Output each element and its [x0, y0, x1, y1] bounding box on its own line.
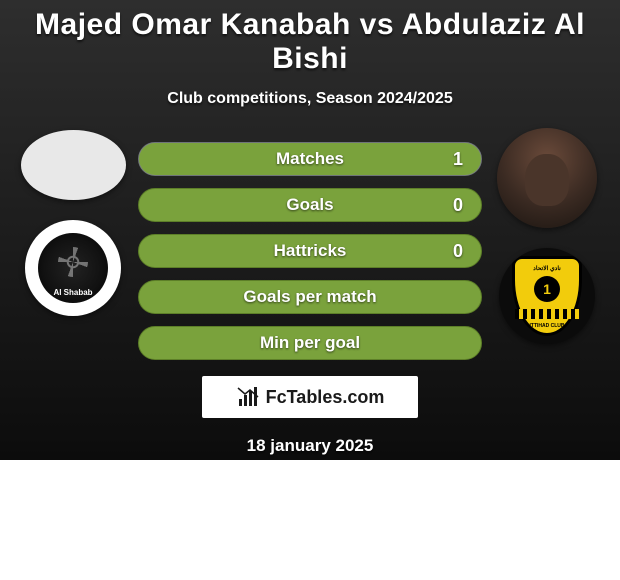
club-logo-right-label-ar: نادي الاتحاد: [533, 265, 561, 272]
club-ball-icon: 1: [534, 276, 560, 302]
stat-label: Matches: [139, 149, 481, 169]
right-column: نادي الاتحاد 1 ITTIHAD CLUB: [482, 142, 612, 344]
stat-label: Hattricks: [139, 241, 481, 261]
stat-value-right: 0: [453, 235, 463, 267]
comparison-body: Al Shabab Matches1Goals0Hattricks0Goals …: [0, 142, 620, 360]
stat-pill: Hattricks0: [138, 234, 482, 268]
left-column: Al Shabab: [8, 142, 138, 316]
watermark: FcTables.com: [202, 376, 418, 418]
stat-pill: Min per goal: [138, 326, 482, 360]
comparison-card: Majed Omar Kanabah vs Abdulaziz Al Bishi…: [0, 0, 620, 460]
stat-label: Goals per match: [139, 287, 481, 307]
stat-value-right: 1: [453, 143, 463, 175]
player-photo-left: [21, 130, 126, 200]
player-photo-right: [497, 128, 597, 228]
stat-pill: Goals0: [138, 188, 482, 222]
club-logo-left-label: Al Shabab: [38, 233, 108, 303]
page-subtitle: Club competitions, Season 2024/2025: [0, 90, 620, 108]
club-logo-right: نادي الاتحاد 1 ITTIHAD CLUB: [499, 248, 595, 344]
club-stripes: [515, 309, 579, 319]
stat-pill: Matches1: [138, 142, 482, 176]
page-title: Majed Omar Kanabah vs Abdulaziz Al Bishi: [0, 0, 620, 76]
stat-value-right: 0: [453, 189, 463, 221]
club-logo-left: Al Shabab: [25, 220, 121, 316]
stat-pill-list: Matches1Goals0Hattricks0Goals per matchM…: [138, 142, 482, 360]
watermark-text: FcTables.com: [266, 387, 385, 408]
club-logo-right-label-en: ITTIHAD CLUB: [530, 323, 565, 329]
date-label: 18 january 2025: [0, 436, 620, 456]
bar-chart-icon: [236, 385, 260, 409]
stat-label: Goals: [139, 195, 481, 215]
club-shield: نادي الاتحاد 1 ITTIHAD CLUB: [512, 256, 582, 336]
stat-label: Min per goal: [139, 333, 481, 353]
stat-pill: Goals per match: [138, 280, 482, 314]
